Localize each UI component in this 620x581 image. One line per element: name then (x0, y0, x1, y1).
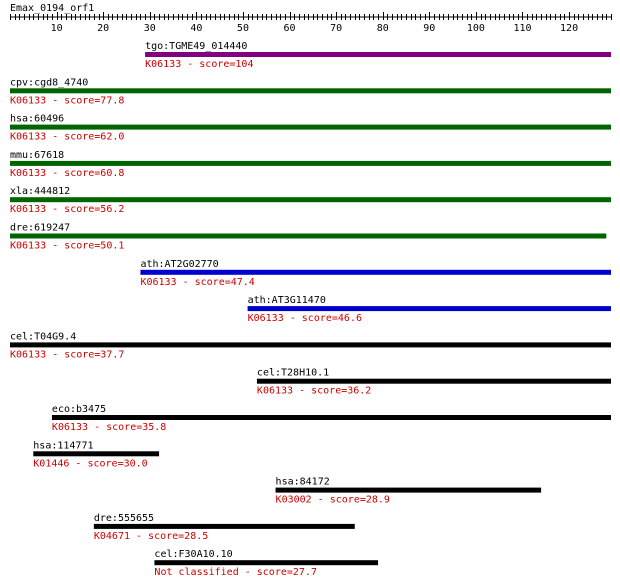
hit-row[interactable]: mmu:67618 K06133 - score=60.8 (10, 150, 611, 179)
hit-alignment-bar[interactable] (10, 197, 611, 203)
hit-score-label[interactable]: K04671 - score=28.5 (94, 531, 208, 542)
hit-row[interactable]: cel:T04G9.4 K06133 - score=37.7 (10, 331, 611, 360)
ruler-tick-label: 80 (377, 23, 389, 34)
hit-row[interactable]: hsa:114771 K01446 - score=30.0 (33, 440, 160, 469)
hit-name[interactable]: cpv:cgd8_4740 (10, 77, 88, 88)
hit-name[interactable]: hsa:84172 (276, 477, 330, 488)
hit-name[interactable]: mmu:67618 (10, 150, 64, 161)
hit-score-label[interactable]: K06133 - score=35.8 (52, 422, 166, 433)
hit-row[interactable]: eco:b3475 K06133 - score=35.8 (51, 404, 611, 433)
hit-alignment-bar[interactable] (154, 560, 379, 566)
hit-alignment-bar[interactable] (33, 451, 160, 457)
hit-score-label[interactable]: K06133 - score=56.2 (10, 204, 124, 215)
hit-score-label[interactable]: K06133 - score=47.4 (140, 277, 254, 288)
hit-name[interactable]: tgo:TGME49_014440 (145, 41, 247, 52)
ruler-tick-label: 30 (144, 23, 156, 34)
ruler-tick-label: 110 (513, 23, 531, 34)
hit-list: tgo:TGME49_014440 K06133 - score=104 cpv:c… (10, 41, 611, 578)
hit-score-label[interactable]: K06133 - score=60.8 (10, 168, 124, 179)
ruler-tick-label: 20 (97, 23, 109, 34)
ruler-tick-label: 70 (330, 23, 342, 34)
hit-name[interactable]: hsa:60496 (10, 114, 64, 125)
hit-alignment-bar[interactable] (145, 52, 611, 57)
hit-row[interactable]: cpv:cgd8_4740 K06133 - score=77.8 (10, 77, 611, 106)
hit-name[interactable]: ath:AT3G11470 (248, 295, 326, 306)
hit-row[interactable]: xla:444812 K06133 - score=56.2 (10, 186, 611, 215)
query-title: Emax_0194_orf1 (10, 3, 94, 14)
hit-name[interactable]: ath:AT2G02770 (140, 259, 218, 270)
hit-alignment-bar[interactable] (51, 415, 611, 420)
hit-row[interactable]: ath:AT3G11470 K06133 - score=46.6 (247, 295, 611, 324)
hit-name[interactable]: eco:b3475 (52, 404, 106, 415)
ruler-tick-label: 50 (237, 23, 249, 34)
hit-alignment-bar[interactable] (10, 233, 607, 239)
hit-alignment-bar[interactable] (93, 523, 355, 529)
hit-row[interactable]: dre:619247 K06133 - score=50.1 (10, 223, 607, 252)
hit-name[interactable]: dre:555655 (94, 513, 154, 524)
hit-row[interactable]: hsa:84172 K03002 - score=28.9 (275, 477, 542, 506)
hit-name[interactable]: cel:F30A10.10 (154, 549, 232, 560)
hit-name[interactable]: xla:444812 (10, 186, 70, 197)
ruler-tick-label: 100 (467, 23, 485, 34)
ruler-tick-label: 10 (51, 23, 63, 34)
hit-alignment-bar[interactable] (256, 378, 611, 384)
hit-score-label[interactable]: K03002 - score=28.9 (276, 495, 390, 506)
hit-row[interactable]: cel:F30A10.10 Not classified - score=27.7 (154, 549, 379, 578)
hit-score-label[interactable]: Not classified - score=27.7 (154, 567, 317, 578)
hit-alignment-bar[interactable] (10, 160, 611, 166)
hit-row[interactable]: dre:555655 K04671 - score=28.5 (93, 513, 355, 542)
hit-row[interactable]: tgo:TGME49_014440 K06133 - score=104 (145, 41, 611, 70)
hit-score-label[interactable]: K06133 - score=50.1 (10, 241, 124, 252)
hit-score-label[interactable]: K06133 - score=37.7 (10, 349, 124, 360)
hit-row[interactable]: hsa:60496 K06133 - score=62.0 (10, 114, 611, 143)
hit-name[interactable]: dre:619247 (10, 223, 70, 234)
hit-score-label[interactable]: K06133 - score=36.2 (257, 386, 371, 397)
hit-row[interactable]: cel:T28H10.1 K06133 - score=36.2 (256, 368, 611, 397)
hit-alignment-bar[interactable] (10, 342, 611, 348)
hit-score-label[interactable]: K01446 - score=30.0 (33, 458, 147, 469)
hit-score-label[interactable]: K06133 - score=104 (145, 59, 253, 70)
ruler-tick-label: 60 (284, 23, 296, 34)
ruler-tick-label: 90 (423, 23, 435, 34)
hit-alignment-bar[interactable] (10, 124, 611, 130)
hit-alignment-bar[interactable] (275, 487, 542, 493)
hit-alignment-bar[interactable] (140, 269, 611, 275)
position-ruler: 10 20 30 40 50 60 70 80 90 100 110 120 (10, 12, 612, 34)
hit-row[interactable]: ath:AT2G02770 K06133 - score=47.4 (140, 259, 611, 288)
ruler-tick-label: 120 (560, 23, 578, 34)
hit-alignment-bar[interactable] (247, 306, 611, 312)
hit-name[interactable]: cel:T04G9.4 (10, 331, 76, 342)
hit-alignment-bar[interactable] (10, 88, 611, 94)
hit-name[interactable]: cel:T28H10.1 (257, 368, 329, 379)
hit-score-label[interactable]: K06133 - score=62.0 (10, 132, 124, 143)
ruler-tick-label: 40 (190, 23, 202, 34)
hit-name[interactable]: hsa:114771 (33, 440, 93, 451)
hit-score-label[interactable]: K06133 - score=46.6 (248, 313, 362, 324)
hit-score-label[interactable]: K06133 - score=77.8 (10, 95, 124, 106)
